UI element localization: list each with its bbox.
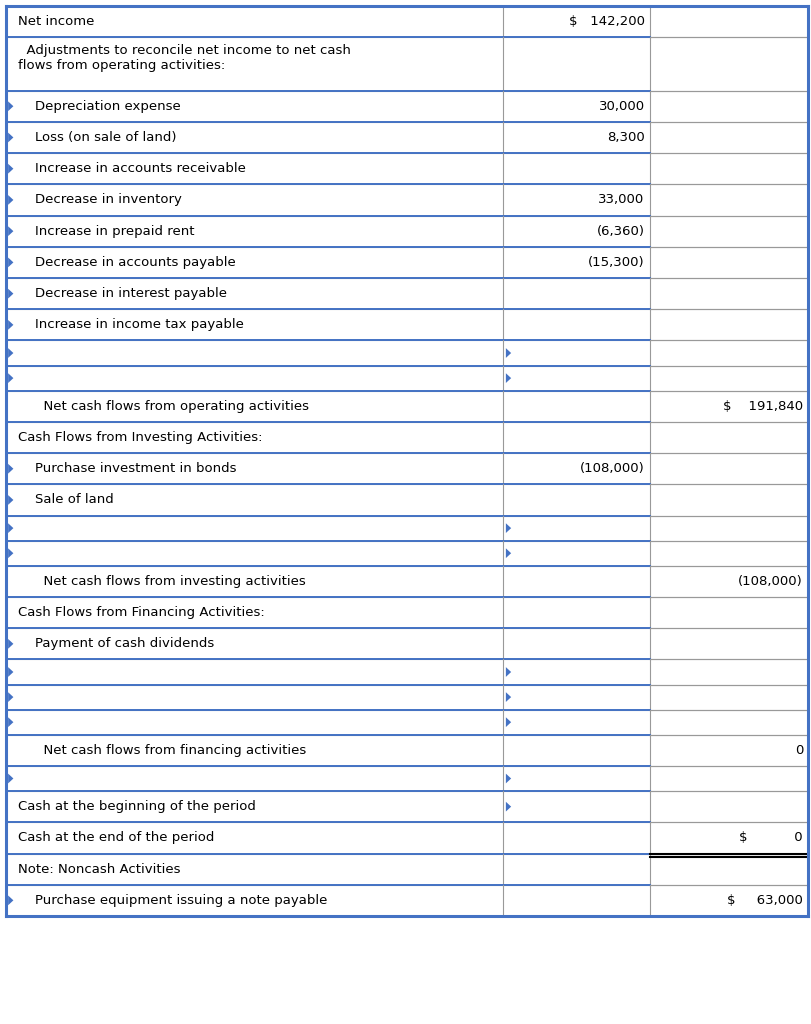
Polygon shape: [8, 692, 13, 701]
Polygon shape: [8, 164, 13, 173]
Polygon shape: [8, 348, 13, 357]
Text: $     63,000: $ 63,000: [727, 894, 802, 907]
Polygon shape: [8, 226, 13, 236]
Text: (15,300): (15,300): [587, 256, 644, 269]
Text: Purchase equipment issuing a note payable: Purchase equipment issuing a note payabl…: [18, 894, 327, 907]
Polygon shape: [8, 289, 13, 298]
Bar: [6, 340, 807, 366]
Text: Net cash flows from investing activities: Net cash flows from investing activities: [18, 574, 305, 588]
Text: 8,300: 8,300: [607, 131, 644, 144]
Text: Decrease in inventory: Decrease in inventory: [18, 194, 182, 207]
Bar: [6, 885, 807, 915]
Polygon shape: [505, 717, 511, 727]
Polygon shape: [505, 692, 511, 701]
Bar: [6, 184, 807, 215]
Bar: [6, 37, 807, 91]
Bar: [6, 541, 807, 565]
Text: Cash Flows from Investing Activities:: Cash Flows from Investing Activities:: [18, 431, 262, 444]
Bar: [6, 366, 807, 390]
Polygon shape: [505, 773, 511, 783]
Text: Cash Flows from Financing Activities:: Cash Flows from Financing Activities:: [18, 606, 264, 620]
Polygon shape: [8, 717, 13, 727]
Polygon shape: [8, 101, 13, 112]
Bar: [6, 309, 807, 340]
Polygon shape: [8, 773, 13, 783]
Text: 0: 0: [794, 743, 802, 757]
Polygon shape: [8, 257, 13, 267]
Polygon shape: [505, 373, 511, 383]
Bar: [6, 597, 807, 628]
Text: Depreciation expense: Depreciation expense: [18, 99, 180, 113]
Bar: [6, 484, 807, 515]
Polygon shape: [8, 639, 13, 648]
Bar: [6, 515, 807, 541]
Bar: [6, 734, 807, 766]
Bar: [6, 422, 807, 453]
Bar: [6, 628, 807, 659]
Bar: [6, 247, 807, 278]
Text: Note: Noncash Activities: Note: Noncash Activities: [18, 862, 180, 876]
Text: (108,000): (108,000): [579, 462, 644, 475]
Polygon shape: [8, 319, 13, 330]
Text: Net cash flows from operating activities: Net cash flows from operating activities: [18, 399, 308, 413]
Polygon shape: [8, 495, 13, 505]
Polygon shape: [8, 523, 13, 532]
Polygon shape: [505, 802, 511, 811]
Polygon shape: [8, 548, 13, 558]
Text: (6,360): (6,360): [596, 224, 644, 238]
Bar: [6, 791, 807, 822]
Bar: [6, 659, 807, 684]
Text: Increase in income tax payable: Increase in income tax payable: [18, 318, 243, 332]
Bar: [6, 6, 807, 37]
Bar: [6, 215, 807, 247]
Text: Loss (on sale of land): Loss (on sale of land): [18, 131, 176, 144]
Bar: [6, 122, 807, 153]
Bar: [6, 853, 807, 885]
Text: Purchase investment in bonds: Purchase investment in bonds: [18, 462, 236, 475]
Bar: [6, 390, 807, 422]
Polygon shape: [8, 667, 13, 677]
Bar: [6, 684, 807, 710]
Text: $           0: $ 0: [739, 831, 802, 845]
Text: Decrease in interest payable: Decrease in interest payable: [18, 287, 226, 300]
Bar: [6, 278, 807, 309]
Text: Net cash flows from financing activities: Net cash flows from financing activities: [18, 743, 306, 757]
Text: Sale of land: Sale of land: [18, 494, 114, 507]
Text: 33,000: 33,000: [598, 194, 644, 207]
Polygon shape: [8, 195, 13, 205]
Polygon shape: [8, 373, 13, 383]
Text: Adjustments to reconcile net income to net cash
flows from operating activities:: Adjustments to reconcile net income to n…: [18, 43, 350, 72]
Text: Cash at the end of the period: Cash at the end of the period: [18, 831, 214, 845]
Bar: [6, 565, 807, 597]
Bar: [6, 710, 807, 734]
Polygon shape: [8, 895, 13, 905]
Text: Cash at the beginning of the period: Cash at the beginning of the period: [18, 800, 255, 813]
Polygon shape: [505, 548, 511, 558]
Text: Payment of cash dividends: Payment of cash dividends: [18, 637, 214, 650]
Polygon shape: [505, 667, 511, 677]
Polygon shape: [505, 523, 511, 532]
Text: $    191,840: $ 191,840: [722, 399, 802, 413]
Text: 30,000: 30,000: [598, 99, 644, 113]
Bar: [6, 153, 807, 184]
Text: $   142,200: $ 142,200: [568, 15, 644, 29]
Polygon shape: [505, 348, 511, 357]
Bar: [6, 453, 807, 484]
Text: Increase in accounts receivable: Increase in accounts receivable: [18, 162, 246, 175]
Bar: [6, 91, 807, 122]
Text: Decrease in accounts payable: Decrease in accounts payable: [18, 256, 235, 269]
Text: Net income: Net income: [18, 15, 94, 29]
Bar: [6, 766, 807, 791]
Text: Increase in prepaid rent: Increase in prepaid rent: [18, 224, 194, 238]
Bar: [6, 822, 807, 853]
Polygon shape: [8, 464, 13, 473]
Polygon shape: [8, 132, 13, 142]
Text: (108,000): (108,000): [737, 574, 802, 588]
